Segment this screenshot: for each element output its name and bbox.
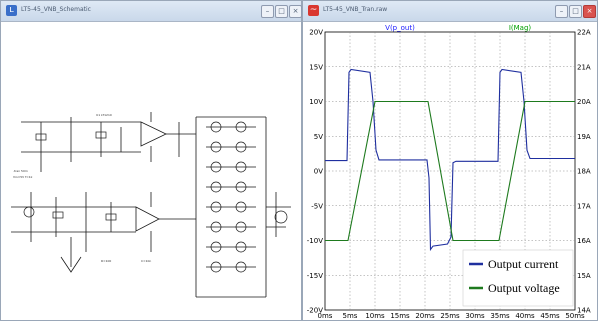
x-tick-label: 0ms: [318, 312, 333, 320]
y-left-tick-label: 10V: [309, 98, 323, 106]
schematic-canvas[interactable]: .tran 50m Vin=5V f=1k U1 LT1210 R=100 C=…: [1, 22, 301, 320]
y-left-tick-label: -20V: [307, 307, 323, 315]
x-tick-label: 15ms: [390, 312, 410, 320]
waveform-chart[interactable]: 0ms 5ms 10ms 15ms 20ms 25ms 30ms 35ms 40ms 45ms 50…: [303, 22, 597, 320]
minimize-button[interactable]: –: [261, 5, 274, 18]
schematic-note: .tran 50m: [13, 169, 28, 173]
y-right-tick-label: 22A: [577, 29, 591, 37]
y-left-tick-label: -15V: [307, 272, 323, 280]
maximize-button[interactable]: □: [275, 5, 288, 18]
x-tick-label: 5ms: [343, 312, 358, 320]
y-right-tick-label: 19A: [577, 133, 591, 141]
y-right-tick-label: 21A: [577, 63, 591, 71]
waveform-plot-area[interactable]: 0ms 5ms 10ms 15ms 20ms 25ms 30ms 35ms 40ms 45ms 50…: [303, 22, 597, 320]
schematic-window: ʟ LT5-45_VNB_Schematic – □ ×: [0, 0, 302, 321]
x-tick-label: 45ms: [540, 312, 560, 320]
ltspice-app-icon: ʟ: [6, 5, 17, 16]
schematic-window-title: LT5-45_VNB_Schematic: [21, 6, 91, 13]
x-tick-label: 10ms: [365, 312, 385, 320]
series-line: [325, 68, 575, 252]
schematic-note: C=10n: [141, 259, 151, 263]
y-right-tick-label: 20A: [577, 98, 591, 106]
schematic-components: [23, 121, 288, 273]
schematic-notes: .tran 50m Vin=5V f=1k U1 LT1210 R=100 C=…: [13, 113, 151, 263]
waveform-titlebar[interactable]: ~ LT5-45_VNB_Tran.raw – □ ×: [303, 1, 597, 22]
y-right-tick-label: 15A: [577, 272, 591, 280]
close-button[interactable]: ×: [583, 5, 596, 18]
x-tick-label: 40ms: [515, 312, 535, 320]
legend-label: Output voltage: [488, 281, 560, 295]
trace-header-label: V(p_out): [385, 24, 415, 32]
x-tick-label: 20ms: [415, 312, 435, 320]
y-right-tick-label: 17A: [577, 202, 591, 210]
waveform-window: ~ LT5-45_VNB_Tran.raw – □ × 0ms 5ms 10ms 15…: [302, 0, 598, 321]
schematic-drawing[interactable]: .tran 50m Vin=5V f=1k U1 LT1210 R=100 C=…: [1, 22, 301, 320]
y-left-tick-label: 5V: [314, 133, 323, 141]
y-left-tick-label: -10V: [307, 237, 323, 245]
y-left-tick-label: 20V: [309, 29, 323, 37]
x-tick-label: 50ms: [565, 312, 585, 320]
schematic-note: R=100: [101, 259, 111, 263]
y-left-tick-label: -5V: [311, 202, 323, 210]
y-right-tick-label: 18A: [577, 168, 591, 176]
schematic-note: Vin=5V f=1k: [13, 175, 33, 179]
legend-box: [462, 249, 574, 307]
schematic-wires: [11, 112, 291, 298]
series-line: [325, 100, 575, 242]
y-right-tick-label: 16A: [577, 237, 591, 245]
x-tick-label: 25ms: [440, 312, 460, 320]
y-right-tick-label: 14A: [577, 307, 591, 315]
trace-header-label: I(Mag): [509, 24, 532, 32]
schematic-note: U1 LT1210: [96, 113, 112, 117]
minimize-button[interactable]: –: [555, 5, 568, 18]
maximize-button[interactable]: □: [569, 5, 582, 18]
x-tick-label: 35ms: [490, 312, 510, 320]
legend-label: Output current: [488, 257, 559, 271]
x-tick-label: 30ms: [465, 312, 485, 320]
waveform-icon: ~: [308, 5, 319, 16]
schematic-titlebar[interactable]: ʟ LT5-45_VNB_Schematic – □ ×: [1, 1, 302, 22]
y-left-tick-label: 0V: [314, 168, 323, 176]
y-left-tick-label: 15V: [309, 63, 323, 71]
waveform-window-title: LT5-45_VNB_Tran.raw: [323, 6, 388, 13]
close-button[interactable]: ×: [289, 5, 302, 18]
